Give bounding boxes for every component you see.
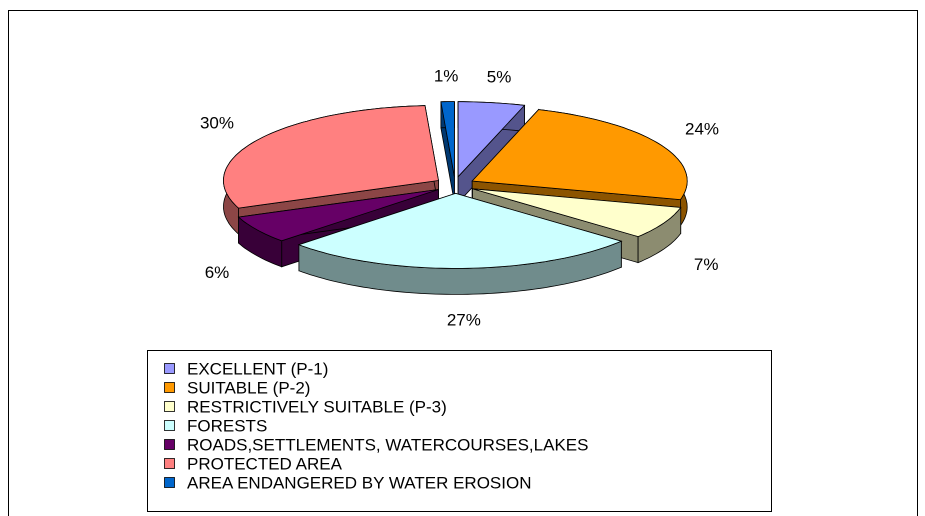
- legend-label: AREA ENDANGERED BY WATER EROSION: [187, 473, 531, 492]
- legend-label: FORESTS: [187, 416, 267, 435]
- legend-swatch: [164, 439, 175, 450]
- slice-top: [237, 189, 439, 242]
- slice-top: [223, 105, 439, 209]
- data-label: 30%: [200, 114, 234, 133]
- slice-top: [472, 188, 682, 238]
- pie: 5% 24% 7% 27% 6% 30% 1%: [200, 66, 719, 329]
- legend-swatch: [164, 363, 175, 374]
- legend: EXCELLENT (P-1)SUITABLE (P-2)RESTRICTIVE…: [164, 359, 588, 492]
- data-label: 1%: [434, 66, 459, 85]
- data-label: 6%: [205, 263, 230, 282]
- data-label: 5%: [487, 68, 512, 87]
- data-label: 27%: [447, 311, 481, 330]
- legend-box: [147, 350, 772, 512]
- slice-top: [457, 101, 526, 178]
- slice-top: [471, 109, 688, 201]
- slice: [297, 192, 623, 295]
- data-label: 24%: [685, 119, 719, 138]
- legend-swatch: [164, 477, 175, 488]
- legend-label: ROADS,SETTLEMENTS, WATERCOURSES,LAKES: [187, 435, 588, 454]
- chart-frame: [8, 10, 918, 516]
- legend-label: PROTECTED AREA: [187, 454, 343, 473]
- data-label: 7%: [694, 255, 719, 274]
- legend-swatch: [164, 420, 175, 431]
- legend-swatch: [164, 458, 175, 469]
- slice: [440, 101, 455, 203]
- legend-swatch: [164, 382, 175, 393]
- legend-swatch: [164, 401, 175, 412]
- legend-label: SUITABLE (P-2): [187, 378, 310, 397]
- slice-top: [297, 192, 623, 269]
- legend-label: EXCELLENT (P-1): [187, 359, 328, 378]
- slice-top: [440, 101, 455, 177]
- legend-label: RESTRICTIVELY SUITABLE (P-3): [187, 397, 447, 416]
